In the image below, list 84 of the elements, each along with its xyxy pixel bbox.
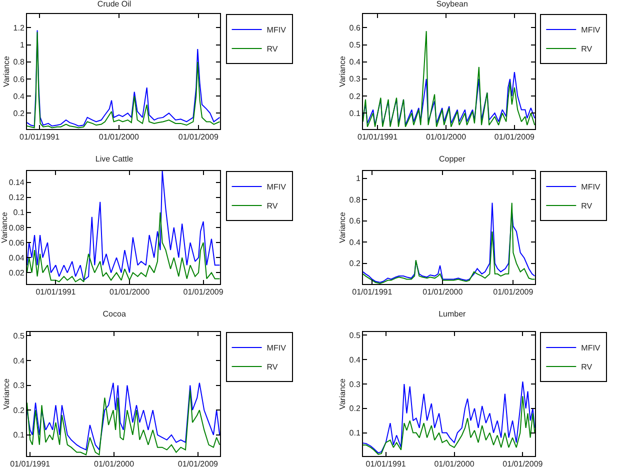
line-series	[363, 396, 535, 455]
y-tick-label: 0.2	[349, 92, 361, 101]
line-series	[27, 390, 220, 456]
x-tick-label: 01/01/1991	[358, 132, 398, 142]
y-tick-label: 0.5	[349, 330, 361, 340]
y-tick-label: 1.2	[13, 23, 25, 32]
legend-label: MFIV	[266, 182, 287, 192]
x-tick-label: 01/01/2000	[426, 132, 467, 142]
x-tick-label: 01/01/1991	[19, 132, 60, 142]
y-tick-label: 0.2	[13, 406, 25, 415]
legend-label: RV	[581, 202, 593, 211]
legend-label: RV	[581, 44, 593, 54]
y-tick-label: 0.2	[13, 108, 25, 118]
y-tick-label: 0.5	[349, 40, 361, 50]
x-tick-label: 01/01/2000	[98, 132, 140, 142]
y-tick-label: 0.02	[8, 268, 25, 278]
y-tick-label: 1	[20, 40, 25, 50]
y-axis-title: Variance	[0, 211, 9, 243]
y-tick-label: 0.14	[8, 178, 25, 188]
y-tick-label: 0.6	[349, 216, 361, 226]
legend-label: RV	[581, 362, 593, 372]
x-tick-label: 01/01/2009	[183, 288, 224, 297]
y-tick-label: 0.8	[349, 195, 361, 204]
chart-title: Crude Oil	[97, 0, 132, 8]
y-tick-label: 0.4	[349, 58, 361, 67]
y-axis-title: Variance	[338, 55, 347, 87]
y-tick-label: 0.3	[349, 74, 361, 84]
x-tick-label: 01/01/1991	[352, 288, 393, 297]
x-tick-label: 01/01/1991	[36, 288, 76, 297]
y-tick-label: 0.04	[8, 253, 25, 262]
legend-label: MFIV	[581, 26, 601, 35]
x-tick-label: 01/01/1991	[366, 460, 406, 469]
y-tick-label: 0.3	[13, 381, 25, 390]
line-series	[27, 382, 220, 450]
y-axis-title: Variance	[2, 55, 11, 87]
line-series	[363, 30, 535, 128]
y-axis-title: Variance	[338, 378, 347, 410]
line-series	[363, 72, 535, 126]
legend-label: MFIV	[266, 344, 287, 353]
y-tick-label: 0.6	[349, 23, 361, 32]
legend-label: RV	[266, 44, 278, 54]
line-series	[27, 171, 220, 281]
y-tick-label: 0.1	[13, 430, 25, 440]
y-tick-label: 0.2	[349, 404, 361, 414]
legend-label: MFIV	[266, 26, 287, 35]
x-tick-label: 01/01/2009	[493, 288, 534, 297]
x-tick-label: 01/01/2000	[109, 288, 150, 297]
y-tick-label: 0.4	[13, 356, 25, 366]
x-tick-label: 01/01/2009	[178, 460, 219, 469]
line-series	[363, 381, 535, 454]
y-tick-label: 0.08	[8, 223, 25, 232]
chart-title: Live Cattle	[95, 154, 134, 164]
x-tick-label: 01/01/2009	[494, 132, 536, 142]
x-tick-label: 01/01/2000	[422, 288, 464, 297]
chart-title: Lumber	[438, 309, 466, 318]
y-axis-title: Variance	[2, 378, 11, 410]
y-tick-label: 0.6	[13, 74, 25, 84]
chart-title: Copper	[439, 154, 466, 164]
x-tick-label: 01/01/1991	[10, 460, 51, 469]
y-axis-title: Variance	[338, 211, 347, 243]
y-tick-label: 0.3	[349, 380, 361, 389]
y-tick-label: 0.8	[13, 58, 25, 67]
y-tick-label: 0.2	[349, 259, 361, 268]
x-tick-label: 01/01/2009	[178, 132, 219, 142]
y-tick-label: 0.12	[8, 193, 25, 202]
y-tick-label: 0.06	[8, 238, 25, 248]
y-tick-label: 0.4	[349, 238, 361, 247]
y-tick-label: 0.4	[13, 92, 25, 101]
chart-title: Soybean	[436, 0, 468, 8]
x-tick-label: 01/01/2000	[94, 460, 135, 469]
legend-label: RV	[266, 362, 278, 372]
y-tick-label: 0.1	[349, 428, 361, 438]
chart-title: Cocoa	[102, 309, 126, 318]
y-tick-label: 0.1	[13, 208, 25, 218]
x-tick-label: 01/01/2009	[502, 460, 544, 469]
y-tick-label: 0.5	[13, 332, 25, 341]
legend-label: MFIV	[581, 344, 601, 353]
line-series	[27, 212, 220, 282]
legend-label: MFIV	[581, 182, 601, 192]
y-tick-label: 0.4	[349, 355, 361, 364]
y-tick-label: 1	[356, 174, 361, 184]
y-tick-label: 0.1	[349, 108, 361, 118]
x-tick-label: 01/01/2000	[434, 460, 475, 469]
legend-label: RV	[266, 202, 278, 211]
